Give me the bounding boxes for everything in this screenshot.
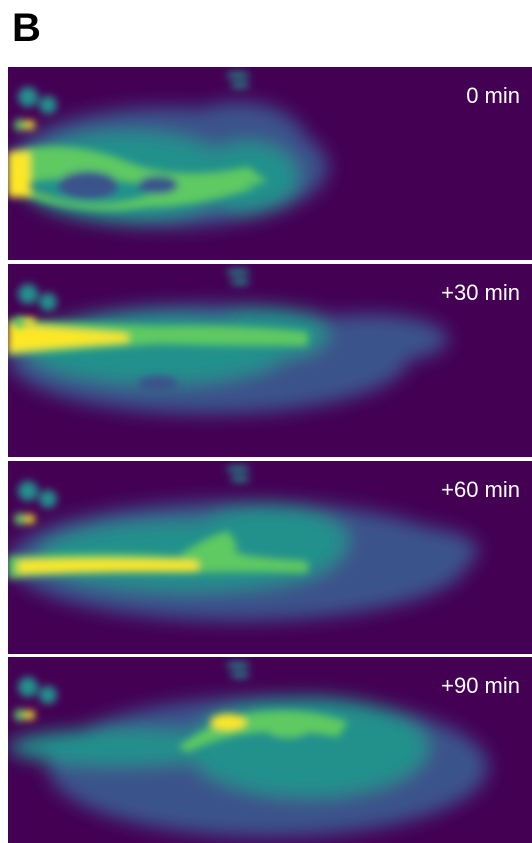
heatmap-panel-0min: 0 min [8, 67, 532, 260]
heatmap-panel-60min: +60 min [8, 461, 532, 654]
time-label-60min: +60 min [441, 477, 520, 502]
plume-image-0min [8, 72, 328, 227]
plume-image-30min [8, 269, 448, 414]
time-label-90min: +90 min [441, 673, 520, 698]
heatmap-panel-30min: +30 min [8, 264, 532, 457]
panel-letter: B [12, 6, 41, 50]
plume-image-60min [8, 466, 478, 621]
heatmap-panel-90min: +90 min [8, 657, 532, 843]
plume-image-90min [8, 662, 488, 837]
time-label-30min: +30 min [441, 280, 520, 305]
time-label-0min: 0 min [466, 83, 520, 108]
